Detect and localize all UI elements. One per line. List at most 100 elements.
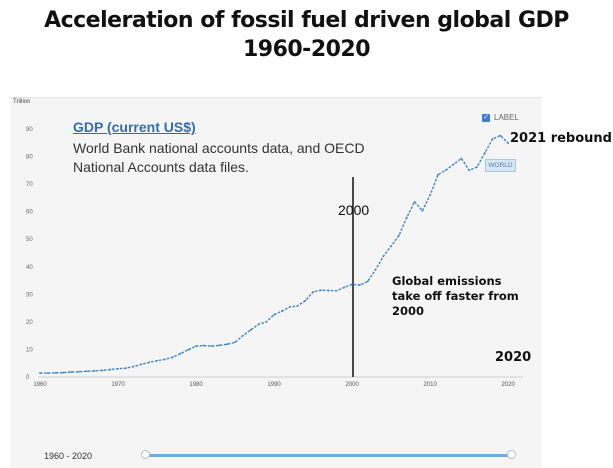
chart-panel [10, 97, 542, 468]
x-tick-label: 1980 [189, 382, 203, 388]
data-point[interactable] [163, 358, 166, 361]
range-slider-track[interactable] [146, 454, 512, 457]
x-tick-label: 2000 [345, 382, 359, 388]
data-points [39, 134, 510, 375]
data-point[interactable] [405, 216, 408, 219]
data-point[interactable] [343, 286, 346, 289]
y-tick-label: 30 [26, 292, 33, 298]
data-point[interactable] [257, 323, 260, 326]
data-point[interactable] [483, 152, 486, 154]
y-tick-label: 20 [26, 320, 33, 326]
data-point[interactable] [54, 371, 57, 374]
data-point[interactable] [452, 163, 455, 166]
title-line-1: Acceleration of fossil fuel driven globa… [44, 8, 569, 33]
data-point[interactable] [78, 370, 80, 373]
indicator-link[interactable]: GDP (current US$) [73, 119, 196, 135]
range-label: 1960 - 2020 [44, 451, 93, 461]
data-point[interactable] [249, 328, 252, 331]
data-point[interactable] [437, 173, 439, 176]
range-slider-end-handle[interactable] [507, 450, 516, 459]
y-tick-label: 10 [26, 347, 33, 353]
data-point[interactable] [85, 370, 88, 373]
indicator-info: GDP (current US$) World Bank national ac… [73, 119, 373, 177]
check-icon: ✓ [483, 114, 489, 121]
data-point[interactable] [312, 290, 315, 293]
data-point[interactable] [234, 341, 236, 344]
data-point[interactable] [70, 371, 73, 373]
data-point[interactable] [210, 345, 213, 348]
data-point[interactable] [444, 169, 447, 171]
data-point[interactable] [281, 310, 283, 313]
end-year-annotation: 2020 [495, 350, 532, 365]
data-point[interactable] [421, 209, 424, 212]
data-point[interactable] [366, 280, 369, 283]
title-line-2: 1960-2020 [242, 37, 371, 62]
y-axis: 0 10 20 30 40 50 60 70 80 90 [26, 127, 33, 381]
x-tick-label: 2010 [423, 382, 437, 388]
data-point[interactable] [132, 365, 135, 368]
data-point[interactable] [460, 157, 463, 160]
data-point[interactable] [398, 234, 400, 237]
data-point[interactable] [156, 359, 158, 362]
data-point[interactable] [124, 367, 127, 370]
data-point[interactable] [351, 283, 354, 286]
x-tick-label: 2020 [502, 382, 516, 388]
data-point[interactable] [382, 255, 385, 258]
data-point[interactable] [241, 334, 244, 337]
y-tick-label: 60 [26, 210, 33, 216]
x-tick-label: 1970 [111, 382, 125, 388]
x-tick-label: 1960 [33, 382, 47, 388]
data-point[interactable] [476, 166, 478, 168]
data-point[interactable] [39, 372, 41, 375]
data-point[interactable] [413, 200, 416, 203]
data-point[interactable] [226, 343, 229, 346]
data-point[interactable] [46, 372, 49, 375]
data-point[interactable] [179, 352, 182, 355]
data-point[interactable] [140, 363, 143, 366]
legend-checkbox[interactable]: ✓ [482, 114, 490, 122]
x-axis: 1960 1970 1980 1990 2000 2010 2020 [33, 382, 515, 388]
data-point[interactable] [491, 138, 494, 140]
data-point[interactable] [374, 268, 377, 271]
y-unit-label: Trillion [13, 99, 31, 105]
y-tick-label: 50 [26, 237, 33, 243]
data-point[interactable] [117, 367, 119, 370]
indicator-source: World Bank national accounts data, and O… [73, 140, 365, 175]
data-point[interactable] [218, 344, 221, 347]
data-point[interactable] [288, 306, 291, 308]
data-point[interactable] [109, 368, 112, 371]
data-point[interactable] [359, 284, 361, 286]
y-tick-label: 90 [26, 127, 33, 133]
data-point[interactable] [171, 356, 174, 359]
data-point[interactable] [101, 369, 104, 372]
data-point[interactable] [62, 371, 65, 374]
rebound-annotation: 2021 rebound [510, 131, 612, 146]
data-point[interactable] [304, 299, 307, 302]
year-2000-label: 2000 [338, 202, 370, 218]
world-series-tag[interactable]: WORLD [485, 159, 516, 172]
y-tick-label: 80 [26, 155, 33, 161]
data-point[interactable] [148, 361, 151, 364]
data-point[interactable] [195, 345, 197, 348]
range-slider-start-handle[interactable] [141, 450, 150, 459]
data-point[interactable] [296, 305, 299, 307]
legend-label[interactable]: LABEL [494, 113, 519, 122]
data-point[interactable] [187, 348, 190, 351]
y-tick-label: 70 [26, 182, 33, 188]
emissions-annotation: Global emissions take off faster from 20… [392, 274, 519, 318]
data-point[interactable] [273, 313, 275, 316]
data-point[interactable] [327, 289, 330, 292]
y-tick-label: 0 [26, 375, 30, 381]
y-tick-label: 40 [26, 265, 33, 271]
data-point[interactable] [390, 245, 393, 248]
data-point[interactable] [93, 370, 96, 372]
data-point[interactable] [202, 344, 205, 347]
data-point[interactable] [468, 169, 471, 172]
data-point[interactable] [320, 289, 322, 292]
data-point[interactable] [429, 193, 432, 196]
data-point[interactable] [335, 289, 338, 292]
data-point[interactable] [499, 134, 502, 137]
data-point[interactable] [507, 142, 510, 144]
data-point[interactable] [265, 320, 268, 323]
x-tick-label: 1990 [267, 382, 281, 388]
